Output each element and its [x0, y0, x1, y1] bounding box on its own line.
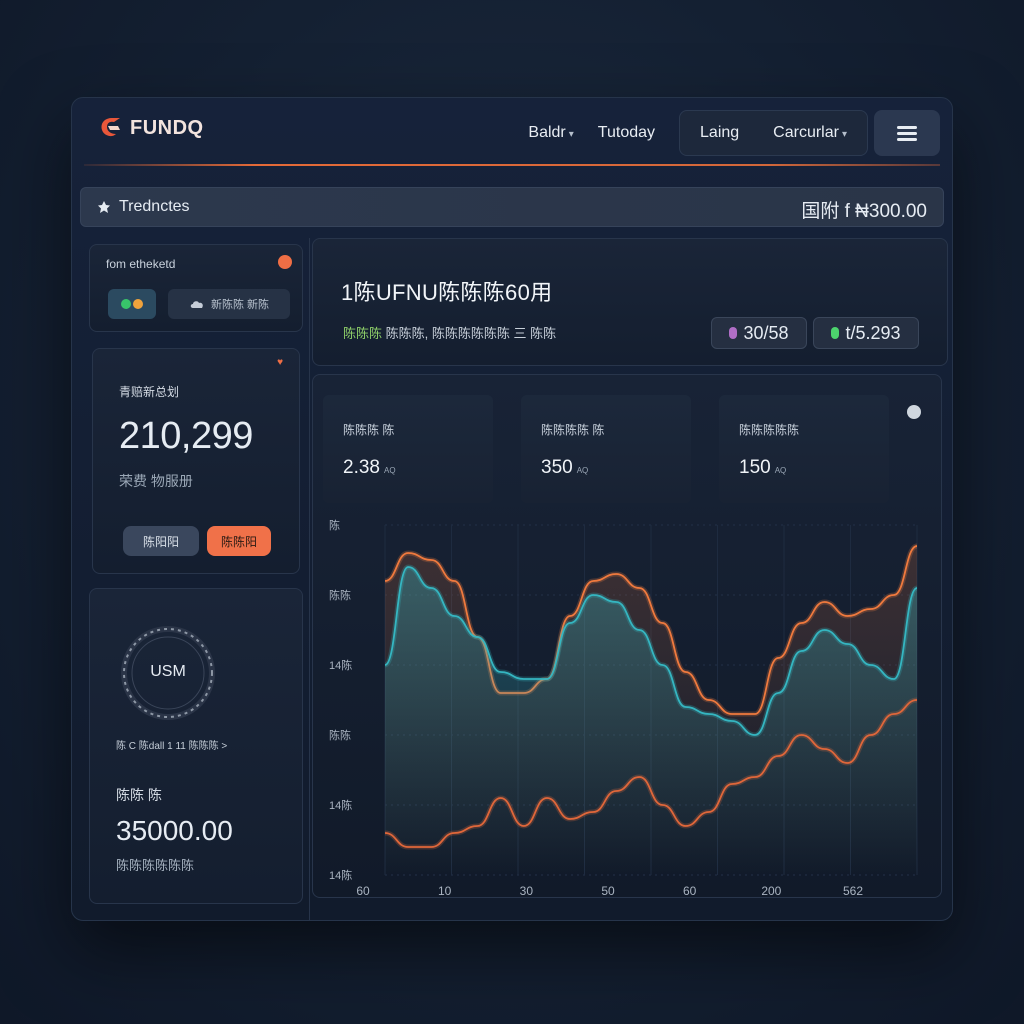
total-sub: 陈陈陈陈陈陈 [116, 858, 195, 873]
metric-card-1[interactable]: 陈陈陈 陈 2.38 AQ [323, 395, 493, 503]
y-tick-label: 14陈 [329, 868, 352, 882]
transactions-amount: 国附 f ₦300.00 [801, 201, 927, 222]
nav-link-balance[interactable]: Baldr [528, 124, 573, 142]
y-tick-label: 陈陈 [329, 588, 351, 602]
secondary-button[interactable]: 陈阳阳 [123, 526, 199, 556]
gauge-ring-icon [121, 626, 215, 720]
heart-icon[interactable]: ♥ [277, 357, 283, 368]
logo-text: FUNDQ [130, 116, 204, 139]
y-tick-label: 14陈 [329, 658, 352, 672]
balance-sub: 荣费 物服册 [119, 473, 193, 489]
y-tick-label: 陈陈 [329, 728, 351, 742]
gauge-caption[interactable]: 陈 C 陈dall 1 11 陈陈陈 > [116, 741, 228, 752]
x-tick-label: 10 [438, 884, 452, 898]
series-line [384, 699, 918, 848]
summary-highlight: 陈陈陈 [343, 326, 383, 341]
x-tick-label: 30 [520, 884, 534, 898]
orange-dot-icon [133, 299, 143, 309]
y-tick-label: 14陈 [329, 798, 352, 812]
metric-2-label: 陈陈陈陈 陈 [541, 423, 605, 437]
logo[interactable]: FUNDQ [98, 116, 204, 140]
x-tick-label: 200 [761, 884, 781, 898]
account-selector-label: 新陈陈 新陈 [210, 299, 270, 311]
metric-2-value: 350 AQ [541, 457, 589, 478]
transactions-bar[interactable]: Trednctes 国附 f ₦300.00 [80, 187, 944, 227]
transactions-title: Trednctes [97, 198, 190, 216]
total-value: 35000.00 [116, 815, 233, 846]
stat-pill-2[interactable]: t/5.293 [813, 317, 919, 349]
gauge-card: USM 陈 C 陈dall 1 11 陈陈陈 > 陈陈 陈 35000.00 陈… [89, 588, 303, 904]
transactions-label: Trednctes [119, 198, 190, 215]
pin-icon [98, 201, 110, 213]
top-nav: Baldr Tutoday Laing Carcurlar [528, 110, 940, 156]
metric-1-value: 2.38 AQ [343, 457, 396, 478]
summary-card: 1陈UFNU陈陈陈60用 陈陈陈 陈陈陈, 陈陈陈陈陈陈 三 陈陈 30/58 … [312, 238, 948, 366]
sidebar-divider [309, 238, 310, 920]
chart-panel: 陈陈陈 14陈 陈陈 14陈 14陈 60 10 30 50 60 200 562 陈陈陈 陈 2.3… [312, 374, 942, 898]
logo-icon [98, 116, 126, 140]
balance-value: 210,299 [119, 415, 253, 457]
gauge: USM [118, 623, 218, 723]
panel-options-dot[interactable] [907, 405, 921, 419]
nav-link-laing[interactable]: Laing [700, 124, 740, 141]
metric-card-2[interactable]: 陈陈陈陈 陈 350 AQ [521, 395, 691, 503]
green-dot-icon [121, 299, 131, 309]
account-toggle[interactable] [108, 289, 156, 319]
x-tick-label: 60 [356, 884, 370, 898]
status-dot [278, 255, 292, 269]
nav-link-calculator[interactable]: Carcurlar [773, 124, 847, 142]
nav-link-today[interactable]: Tutoday [597, 124, 656, 141]
menu-button[interactable] [874, 110, 940, 156]
x-tick-label: 60 [683, 884, 697, 898]
series-line [384, 566, 918, 736]
summary-heading: 1陈UFNU陈陈陈60用 [341, 280, 553, 305]
x-tick-label: 562 [843, 884, 863, 898]
purple-indicator-icon [729, 327, 738, 339]
app-window: FUNDQ Baldr Tutoday Laing Carcurlar Tred… [71, 97, 953, 921]
primary-button[interactable]: 陈陈阳 [207, 526, 271, 556]
stat-pill-1[interactable]: 30/58 [711, 317, 807, 349]
metric-3-value: 150 AQ [739, 457, 787, 478]
balance-card: ♥ 青赔新总划 210,299 荣费 物服册 陈阳阳 陈陈阳 [92, 348, 300, 574]
summary-description: 陈陈陈 陈陈陈, 陈陈陈陈陈陈 三 陈陈 [343, 323, 556, 342]
stat-2-value: t/5.293 [845, 322, 901, 343]
green-indicator-icon [831, 327, 840, 339]
account-selector[interactable]: 新陈陈 新陈 [168, 289, 290, 319]
cloud-icon [190, 301, 203, 308]
hamburger-icon [897, 126, 917, 141]
metric-1-label: 陈陈陈 陈 [343, 423, 395, 437]
header-divider [84, 164, 940, 166]
balance-label: 青赔新总划 [119, 385, 180, 399]
header: FUNDQ Baldr Tutoday Laing Carcurlar [72, 98, 952, 176]
y-tick-label: 陈 [329, 518, 340, 532]
account-card: fom etheketd 新陈陈 新陈 [89, 244, 303, 332]
summary-desc-text: 陈陈陈, 陈陈陈陈陈陈 三 陈陈 [385, 326, 557, 341]
gauge-label: USM [150, 663, 186, 680]
x-tick-label: 50 [601, 884, 615, 898]
stat-1-value: 30/58 [743, 322, 789, 343]
series-area [385, 567, 917, 875]
nav-group: Laing Carcurlar [679, 110, 868, 156]
total-label: 陈陈 陈 [116, 787, 162, 803]
metric-3-label: 陈陈陈陈陈 [739, 423, 800, 437]
account-label: fom etheketd [106, 257, 176, 271]
metric-card-3[interactable]: 陈陈陈陈陈 150 AQ [719, 395, 889, 503]
